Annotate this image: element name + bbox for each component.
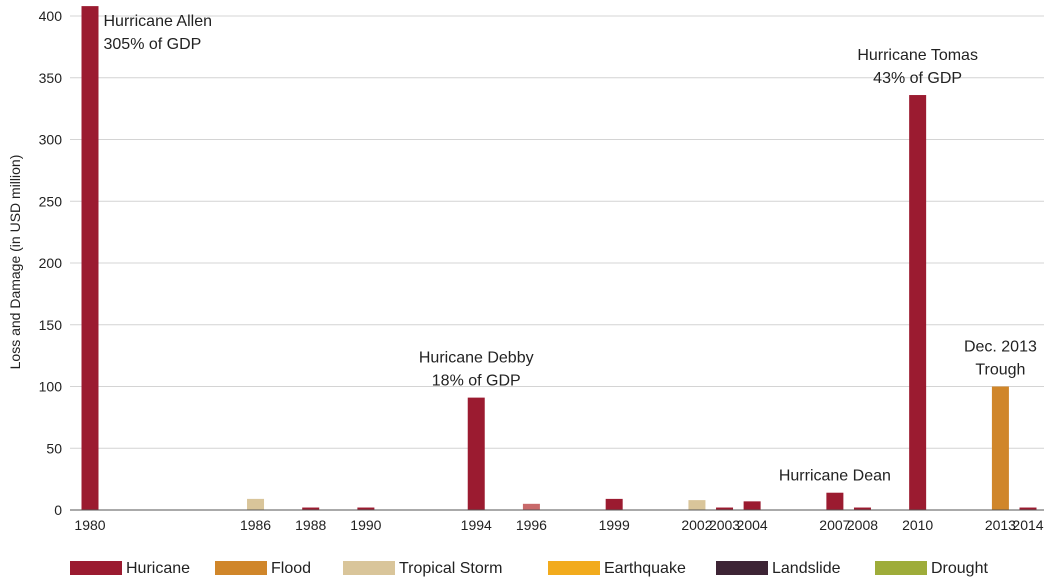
y-axis-label: Loss and Damage (in USD million) — [7, 155, 23, 370]
x-tick-label: 1994 — [461, 517, 492, 533]
y-tick-label: 300 — [39, 132, 63, 148]
bar-1996 — [522, 503, 540, 510]
bar-1986 — [247, 498, 265, 510]
x-tick-label: 2004 — [737, 517, 768, 533]
legend-swatch — [716, 561, 768, 575]
legend: Huricane Flood Tropical Storm Earthquake Lan… — [70, 560, 988, 577]
y-tick-label: 150 — [39, 317, 63, 333]
legend-label: Flood — [271, 560, 311, 577]
annotation-label: Huricane Debby — [419, 350, 534, 367]
x-axis-ticks: 1980 1986 1988 1990 1994 1996 1999 200220032004… — [74, 517, 1043, 533]
y-tick-label: 350 — [39, 70, 63, 86]
bar-2008 — [853, 507, 871, 510]
y-axis-ticks: 0 50 100 150 200 250 300 350 400 — [39, 8, 63, 518]
x-tick-label: 2008 — [847, 517, 878, 533]
y-tick-label: 250 — [39, 193, 63, 209]
annotation-label: 305% of GDP — [104, 36, 202, 53]
annotation-label: Trough — [975, 362, 1025, 379]
bar-2010 — [909, 95, 927, 510]
legend-swatch — [215, 561, 267, 575]
bar-2007 — [826, 492, 844, 510]
x-tick-label: 1999 — [599, 517, 630, 533]
bar-1980 — [81, 6, 99, 511]
x-tick-label: 1986 — [240, 517, 271, 533]
x-tick-label: 1988 — [295, 517, 326, 533]
legend-swatch — [70, 561, 122, 575]
bar-1990 — [357, 507, 375, 510]
bar-1988 — [302, 507, 320, 510]
legend-swatch — [548, 561, 600, 575]
bars — [81, 6, 1037, 511]
legend-label: Drought — [931, 560, 988, 577]
legend-label: Landslide — [772, 560, 841, 577]
y-tick-label: 100 — [39, 379, 63, 395]
gridlines — [70, 15, 1044, 449]
x-tick-label: 2007 — [819, 517, 850, 533]
x-tick-label: 2010 — [902, 517, 933, 533]
annotation-label: Hurricane Dean — [779, 468, 891, 485]
annotation-label: 18% of GDP — [432, 373, 521, 390]
x-tick-label: 2003 — [709, 517, 740, 533]
x-tick-label: 2013 — [985, 517, 1016, 533]
bar-2004 — [743, 501, 761, 510]
bar-2002 — [688, 500, 706, 510]
bar-1994 — [467, 397, 485, 510]
legend-label: Huricane — [126, 560, 190, 577]
legend-label: Earthquake — [604, 560, 686, 577]
y-tick-label: 200 — [39, 255, 63, 271]
x-tick-label: 1996 — [516, 517, 547, 533]
bar-2013 — [991, 386, 1009, 510]
annotation-label: Hurricane Tomas — [857, 47, 978, 64]
annotations: Hurricane Allen 305% of GDP Huricane Debby… — [104, 13, 1037, 485]
y-tick-label: 400 — [39, 8, 63, 24]
bar-2003 — [716, 507, 734, 510]
bar-2014 — [1019, 507, 1037, 510]
y-tick-label: 50 — [46, 440, 62, 456]
legend-swatch — [875, 561, 927, 575]
legend-label: Tropical Storm — [399, 560, 502, 577]
x-tick-label: 2014 — [1012, 517, 1043, 533]
x-tick-label: 1980 — [74, 517, 105, 533]
y-tick-label: 0 — [54, 502, 62, 518]
x-tick-label: 1990 — [350, 517, 381, 533]
annotation-label: 43% of GDP — [873, 70, 962, 87]
annotation-label: Dec. 2013 — [964, 339, 1037, 356]
bar-1999 — [605, 498, 623, 510]
legend-swatch — [343, 561, 395, 575]
annotation-label: Hurricane Allen — [104, 13, 213, 30]
x-tick-label: 2002 — [681, 517, 712, 533]
